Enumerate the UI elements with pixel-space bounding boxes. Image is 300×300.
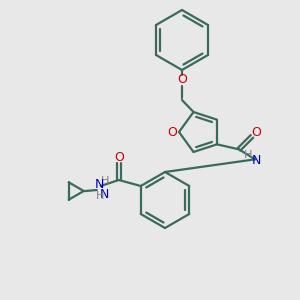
- Text: N: N: [95, 178, 104, 190]
- Text: H: H: [96, 191, 104, 201]
- Text: O: O: [177, 74, 187, 86]
- Text: O: O: [167, 125, 177, 139]
- Text: N: N: [100, 188, 110, 202]
- Text: O: O: [114, 152, 124, 164]
- Text: H: H: [100, 176, 109, 186]
- Text: O: O: [251, 126, 261, 139]
- Text: H: H: [244, 150, 252, 160]
- Text: N: N: [251, 154, 261, 167]
